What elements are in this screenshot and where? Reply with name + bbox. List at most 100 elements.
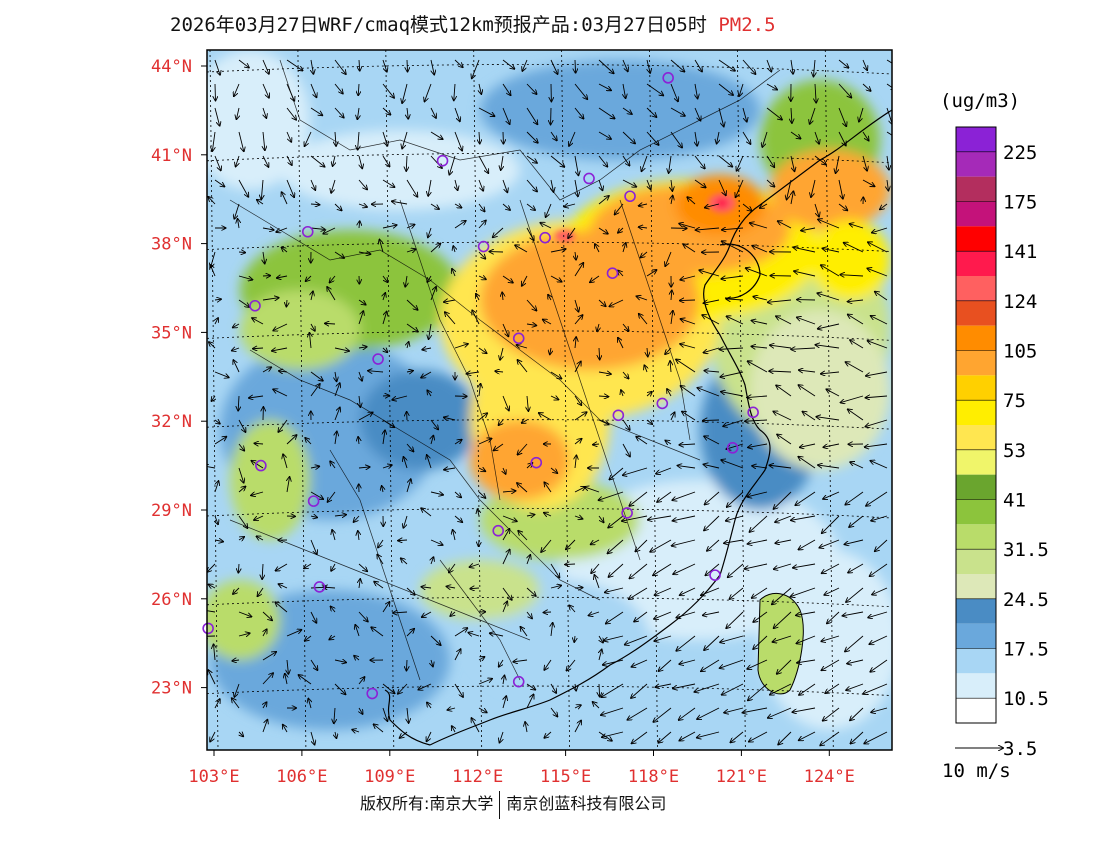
wind-arrow [550,467,557,473]
wind-arrow [358,311,363,325]
wind-arrow [358,531,359,541]
wind-arrow [618,227,624,233]
wind-arrow [207,610,216,613]
wind-arrow [838,59,848,68]
wind-arrow [602,731,624,737]
wind-arrow [862,155,867,171]
wind-arrow [233,324,240,327]
vector-scale-label: 10 m/s [942,760,1011,782]
wind-arrow [550,396,558,400]
wind-arrow [679,707,696,720]
wind-arrow [544,659,552,670]
wind-arrow [425,83,432,101]
lon-tick-label: 112°E [452,767,503,787]
wind-arrow [522,420,528,423]
wind-arrow [760,204,768,208]
wind-arrow [822,515,840,533]
wind-arrow [742,107,747,122]
wind-arrow [478,155,488,173]
colorbar-swatch [956,598,996,624]
wind-arrow [382,312,387,325]
wind-arrow [671,196,673,205]
wind-arrow [503,696,506,709]
wind-arrow [673,515,696,521]
wind-arrow [748,539,768,544]
wind-arrow [331,179,336,193]
wind-arrow [641,251,648,257]
wind-arrow [238,486,245,493]
wind-arrow [838,179,843,199]
wind-arrow [526,227,534,240]
wind-arrow [654,611,672,619]
wind-arrow [421,508,432,517]
wind-arrow [551,623,553,637]
wind-arrow [569,605,576,613]
wind-arrow [286,179,294,197]
wind-arrow [400,731,408,738]
wind-arrow [358,83,359,95]
wind-arrow [642,155,648,171]
wind-arrow [730,731,744,742]
wind-arrow [310,384,320,397]
wind-arrow [540,223,552,229]
wind-arrow [501,155,503,170]
pollution-field [207,50,892,750]
wind-arrow [211,395,215,401]
wind-arrow [286,435,297,445]
wind-arrow [520,627,528,637]
wind-arrow [544,513,552,516]
wind-arrow [768,300,792,302]
wind-arrow [526,515,534,516]
footer-right: 南京创蓝科技有限公司 [506,794,667,813]
wind-arrow [454,131,462,151]
wind-arrow [454,649,461,661]
wind-arrow [429,323,431,339]
colorbar-label: 10.5 [1003,688,1049,710]
wind-arrow [406,629,414,637]
wind-arrow [398,540,408,541]
wind-arrow [840,275,864,276]
wind-arrow [382,225,397,228]
wind-arrow [427,702,431,709]
wind-arrow [721,392,744,397]
wind-arrow [478,657,484,660]
wind-arrow [622,323,629,331]
wind-arrow [282,192,288,205]
wind-arrow [503,467,506,474]
wind-arrow [821,372,840,374]
wind-arrow [238,611,251,617]
wind-arrow [743,707,768,713]
wind-arrow [671,412,675,421]
wind-arrow [676,611,696,618]
wind-arrow [352,730,360,732]
wind-arrow [430,203,439,209]
longitude-line [385,50,395,750]
wind-arrow [850,731,864,744]
wind-arrow [701,659,720,671]
wind-arrow [478,347,487,353]
wind-arrow [335,131,336,146]
wind-arrow [694,179,706,187]
lon-tick-label: 115°E [540,767,591,787]
longitude-line [649,50,658,750]
wind-arrow [670,131,682,148]
lat-tick-label: 26°N [151,590,192,610]
colorbar-swatch [956,375,996,401]
wind-arrow [262,155,268,167]
wind-arrow [795,491,816,505]
wind-arrow [238,633,250,636]
wind-arrow [311,323,315,331]
wind-arrow [526,131,538,143]
wind-arrow [499,731,503,743]
wind-arrow [646,107,656,117]
wind-arrow [742,59,755,74]
wind-arrow [249,396,264,398]
wind-arrow [742,203,752,211]
wind-arrow [703,611,720,615]
wind-arrow [454,628,467,637]
wind-arrow [848,563,864,573]
wind-arrow [598,396,608,397]
wind-arrow [739,83,744,96]
wind-arrow [331,606,335,613]
wind-arrow [286,299,287,307]
